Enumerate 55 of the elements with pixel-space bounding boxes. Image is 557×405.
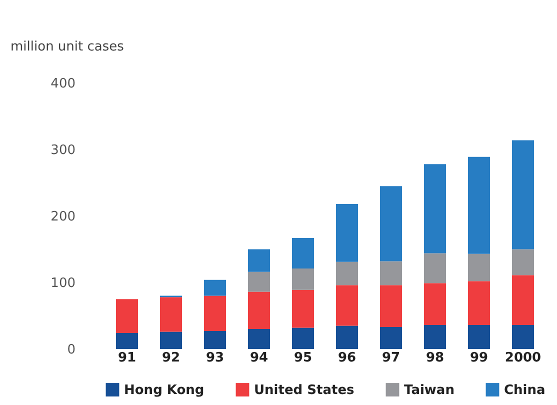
- bar: [116, 299, 138, 334]
- bar: [424, 283, 446, 326]
- bar: [424, 253, 446, 284]
- x-tick-label: 91: [118, 350, 136, 366]
- x-tick-label: 95: [294, 350, 312, 366]
- bar: [248, 249, 270, 272]
- bar: [204, 296, 226, 332]
- bar: [292, 268, 314, 290]
- y-tick-label: 400: [50, 76, 76, 92]
- legend-label: Taiwan: [404, 382, 454, 398]
- bar: [336, 285, 358, 326]
- bar: [292, 290, 314, 328]
- bar: [468, 281, 490, 326]
- x-tick-label: 94: [250, 350, 268, 366]
- x-tick-label: 92: [162, 350, 180, 366]
- bar: [292, 328, 314, 349]
- x-tick-label: 99: [470, 350, 488, 366]
- bar: [160, 332, 182, 349]
- x-tick-label: 98: [426, 350, 444, 366]
- y-tick-label: 300: [50, 143, 76, 158]
- x-tick-label: 2000: [504, 350, 542, 366]
- bar: [424, 164, 446, 254]
- bar: [380, 186, 402, 262]
- bar: [380, 327, 402, 349]
- legend-label: United States: [254, 382, 355, 398]
- bar: [160, 297, 182, 332]
- bar: [512, 325, 534, 349]
- bar: [336, 262, 358, 286]
- y-tick-label: 100: [50, 276, 76, 291]
- y-tick-label: 0: [67, 342, 76, 358]
- x-tick-label: 93: [206, 350, 224, 366]
- bar: [380, 285, 402, 328]
- bar: [380, 261, 402, 286]
- bar: [468, 156, 490, 254]
- y-axis-title: million unit cases: [10, 40, 124, 54]
- x-tick-label: 97: [382, 350, 400, 366]
- bar: [336, 326, 358, 349]
- bar: [248, 329, 270, 349]
- bar: [204, 280, 226, 296]
- x-tick-label: 96: [338, 350, 356, 366]
- legend-label: China: [504, 382, 546, 398]
- bar: [468, 254, 490, 282]
- bar: [248, 272, 270, 292]
- bar: [116, 333, 138, 349]
- y-tick-label: 200: [50, 210, 76, 224]
- bar: [512, 275, 534, 326]
- bar: [468, 325, 490, 349]
- bar: [512, 140, 534, 250]
- legend-label: Hong Kong: [124, 382, 204, 398]
- bar: [424, 325, 446, 349]
- bar: [292, 238, 314, 269]
- bar: [204, 331, 226, 349]
- bar: [336, 204, 358, 262]
- bar: [248, 292, 270, 330]
- bar: [512, 249, 534, 276]
